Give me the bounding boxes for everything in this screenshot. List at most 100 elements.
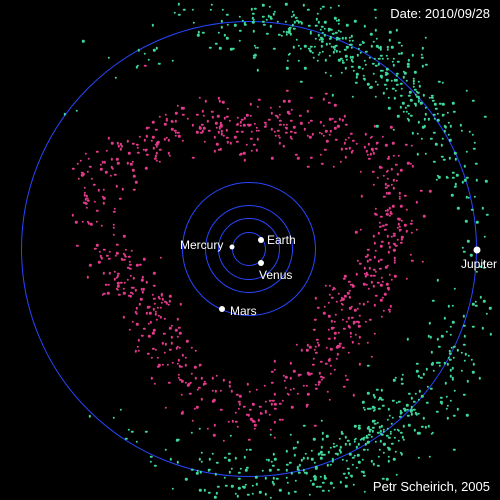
trojan-trailing-asteroid [294,479,296,481]
trojan-leading-asteroid [396,29,398,31]
trojan-leading-asteroid [335,31,337,33]
trojan-leading-asteroid [485,180,487,182]
trojan-trailing-asteroid [224,477,226,479]
trojan-trailing-asteroid [483,300,485,302]
trojan-trailing-asteroid [150,460,152,462]
trojan-trailing-asteroid [340,481,342,483]
trojan-trailing-asteroid [429,456,431,458]
trojan-leading-asteroid [318,21,320,23]
trojan-trailing-asteroid [466,414,468,416]
trojan-trailing-asteroid [362,459,364,461]
trojan-leading-asteroid [285,3,287,5]
trojan-trailing-asteroid [388,448,390,450]
trojan-trailing-asteroid [319,476,321,478]
trojan-trailing-asteroid [402,438,404,440]
trojan-trailing-asteroid [446,407,448,409]
trojan-trailing-asteroid [294,490,296,492]
trojan-trailing-asteroid [464,359,466,361]
trojan-leading-asteroid [421,53,423,55]
trojan-trailing-asteroid [486,312,488,314]
trojan-leading-asteroid [178,3,180,5]
trojan-leading-asteroid [450,125,452,127]
trojan-leading-asteroid [412,54,414,56]
planet-jupiter [474,247,481,254]
trojan-trailing-asteroid [279,489,281,491]
trojan-trailing-asteroid [467,380,469,382]
trojan-leading-asteroid [392,61,394,63]
trojan-trailing-asteroid [346,460,348,462]
trojan-leading-asteroid [272,13,274,15]
trojan-leading-asteroid [222,9,224,11]
trojan-leading-asteroid [307,9,309,11]
trojan-leading-asteroid [340,31,342,33]
planet-label-jupiter: Jupiter [461,257,497,271]
trojan-leading-asteroid [183,8,185,10]
trojan-trailing-asteroid [357,454,359,456]
trojan-trailing-asteroid [463,393,465,395]
trojan-leading-asteroid [466,150,468,152]
trojan-trailing-asteroid [472,371,474,373]
planet-label-mercury: Mercury [180,238,223,252]
solar-system-diagram: Date: 2010/09/28 Petr Scheirich, 2005 Me… [0,0,500,500]
trojan-leading-asteroid [342,37,344,39]
trojan-leading-asteroid [453,111,455,113]
trojan-trailing-asteroid [238,487,240,489]
planet-mars [219,306,225,312]
trojan-leading-asteroid [262,4,264,6]
trojan-trailing-asteroid [341,459,343,461]
trojan-trailing-asteroid [475,305,477,307]
trojan-leading-asteroid [192,8,194,10]
trojan-leading-asteroid [262,15,264,17]
trojan-leading-asteroid [425,37,427,39]
trojan-trailing-asteroid [388,460,390,462]
trojan-trailing-asteroid [312,483,314,485]
trojan-leading-asteroid [445,126,447,128]
trojan-trailing-asteroid [351,475,353,477]
trojan-trailing-asteroid [314,478,316,480]
trojan-leading-asteroid [476,221,478,223]
trojan-leading-asteroid [452,102,454,104]
trojan-leading-asteroid [351,35,353,37]
trojan-leading-asteroid [386,57,388,59]
trojan-trailing-asteroid [454,389,456,391]
trojan-leading-asteroid [402,76,404,78]
trojan-trailing-asteroid [217,486,219,488]
trojan-leading-asteroid [389,31,391,33]
trojan-trailing-asteroid [383,451,385,453]
trojan-trailing-asteroid [89,415,91,417]
trojan-trailing-asteroid [345,485,347,487]
trojan-leading-asteroid [373,41,375,43]
trojan-leading-asteroid [269,6,271,8]
trojan-leading-asteroid [319,7,321,9]
trojan-trailing-asteroid [401,453,403,455]
trojan-leading-asteroid [421,57,423,59]
trojan-leading-asteroid [317,12,319,14]
planet-label-earth: Earth [267,233,296,247]
trojan-trailing-asteroid [330,482,332,484]
trojan-trailing-asteroid [481,327,483,329]
trojan-leading-asteroid [370,33,372,35]
trojan-trailing-asteroid [353,484,355,486]
trojan-trailing-asteroid [397,440,399,442]
trojan-leading-asteroid [417,81,419,83]
trojan-leading-asteroid [378,57,380,59]
trojan-trailing-asteroid [378,449,380,451]
trojan-leading-asteroid [349,39,351,41]
trojan-trailing-asteroid [322,490,324,492]
trojan-leading-asteroid [422,47,424,49]
trojan-leading-asteroid [473,148,475,150]
trojan-leading-asteroid [466,177,468,179]
trojan-leading-asteroid [404,72,406,74]
trojan-trailing-asteroid [352,464,354,466]
trojan-leading-asteroid [408,59,410,61]
trojan-trailing-asteroid [243,486,245,488]
trojan-trailing-asteroid [330,463,332,465]
trojan-leading-asteroid [290,16,292,18]
trojan-trailing-asteroid [208,492,210,494]
trojan-trailing-asteroid [472,326,474,328]
trojan-trailing-asteroid [269,496,271,498]
trojan-trailing-asteroid [322,482,324,484]
trojan-trailing-asteroid [276,478,278,480]
trojan-trailing-asteroid [287,492,289,494]
trojan-leading-asteroid [438,81,440,83]
